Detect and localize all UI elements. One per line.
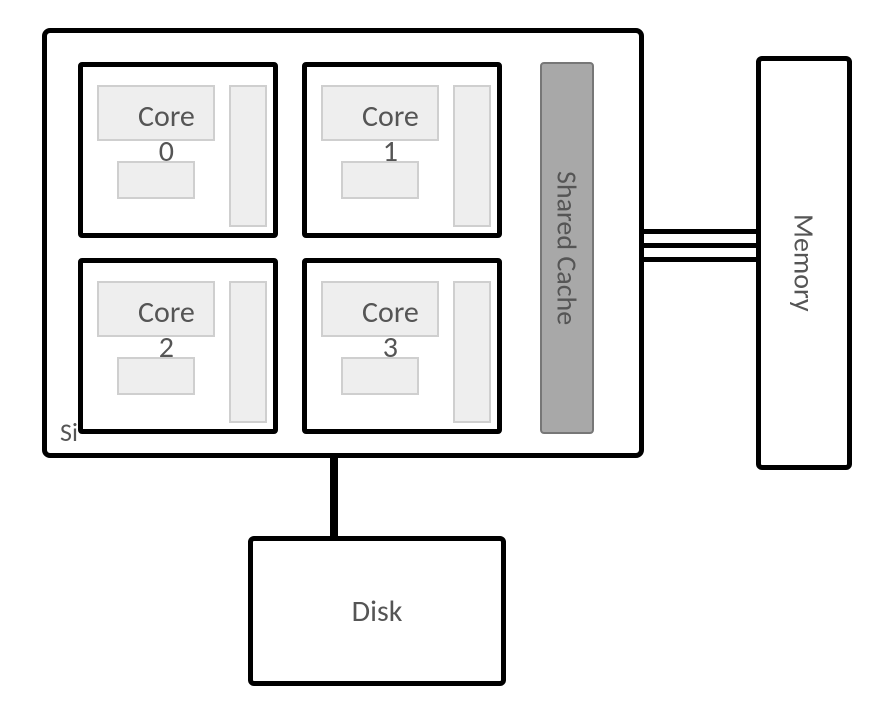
core-1-block-c [453,85,491,227]
bus-line-2 [644,243,756,248]
memory-box: Memory [756,56,852,470]
shared-cache-label: Shared Cache [550,171,585,325]
architecture-diagram: Si Core0 Core1 Core2 Core3 Shared Cache [0,0,893,720]
chip-disk-connector [330,458,338,536]
core-1-label: Core1 [362,100,419,169]
core-0-label: Core0 [138,100,195,169]
core-3-label: Core3 [362,296,419,365]
disk-label: Disk [352,593,403,630]
core-3-block-c [453,281,491,423]
bus-line-3 [644,257,756,262]
core-2-label: Core2 [138,296,195,365]
shared-cache-box: Shared Cache [540,62,594,434]
memory-label: Memory [787,214,822,312]
bus-line-1 [644,229,756,234]
core-0-block-c [229,85,267,227]
chip-label: Si [60,416,78,448]
disk-box: Disk [248,536,506,686]
core-2-block-c [229,281,267,423]
